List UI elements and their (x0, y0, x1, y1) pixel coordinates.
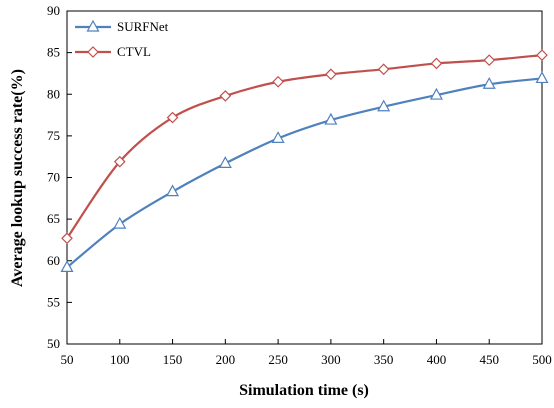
data-point-surfnet (113, 216, 127, 229)
x-tick-label: 200 (216, 352, 236, 367)
x-axis: 50 100 150 200 250 300 350 400 450 500 (61, 339, 552, 367)
data-point-surfnet (218, 156, 232, 168)
x-axis-title: Simulation time (s) (239, 382, 369, 399)
x-tick-label: 300 (321, 352, 341, 367)
data-point-surfnet (429, 87, 443, 100)
legend: SURFNet CTVL (75, 19, 169, 59)
data-point-surfnet (482, 77, 496, 89)
legend-marker-surfnet (86, 19, 100, 32)
y-tick-label: 75 (47, 128, 60, 143)
data-point-surfnet (60, 260, 74, 273)
data-point-ctvl (113, 155, 126, 168)
y-tick-label: 65 (47, 211, 60, 226)
x-tick-label: 400 (427, 352, 447, 367)
legend-label-ctvl: CTVL (117, 44, 151, 59)
y-tick-label: 55 (47, 294, 60, 309)
x-tick-label: 500 (532, 352, 552, 367)
x-tick-label: 450 (479, 352, 499, 367)
y-tick-label: 80 (47, 86, 60, 101)
data-point-ctvl (430, 57, 443, 70)
y-tick-label: 70 (47, 170, 60, 185)
data-point-surfnet (535, 71, 549, 84)
legend-label-surfnet: SURFNet (117, 19, 169, 34)
data-point-ctvl (377, 63, 390, 76)
y-tick-label: 60 (47, 253, 60, 268)
series-line-surfnet (66, 77, 543, 269)
x-tick-label: 350 (374, 352, 394, 367)
y-axis: 50 55 60 65 70 75 80 85 90 (47, 3, 72, 351)
y-tick-label: 50 (47, 336, 60, 351)
data-point-surfnet (377, 99, 391, 112)
data-point-surfnet (324, 112, 338, 125)
x-tick-label: 50 (61, 352, 74, 367)
y-tick-label: 90 (47, 3, 60, 18)
x-tick-label: 250 (268, 352, 288, 367)
data-point-ctvl (536, 49, 548, 61)
data-point-surfnet (166, 184, 180, 197)
data-point-ctvl (325, 68, 337, 81)
x-tick-label: 100 (110, 352, 130, 367)
data-point-ctvl (219, 90, 232, 102)
data-point-surfnet (271, 131, 285, 143)
legend-marker-ctvl (87, 46, 99, 58)
data-point-ctvl (166, 111, 179, 124)
data-point-ctvl (483, 54, 496, 66)
y-tick-label: 85 (47, 45, 60, 60)
data-point-ctvl (61, 232, 73, 245)
series-line-ctvl (66, 54, 543, 239)
y-axis-title: Average lookup success rate(%) (9, 69, 26, 287)
x-tick-label: 150 (163, 352, 183, 367)
data-point-ctvl (272, 75, 284, 88)
series-layer (60, 49, 549, 273)
